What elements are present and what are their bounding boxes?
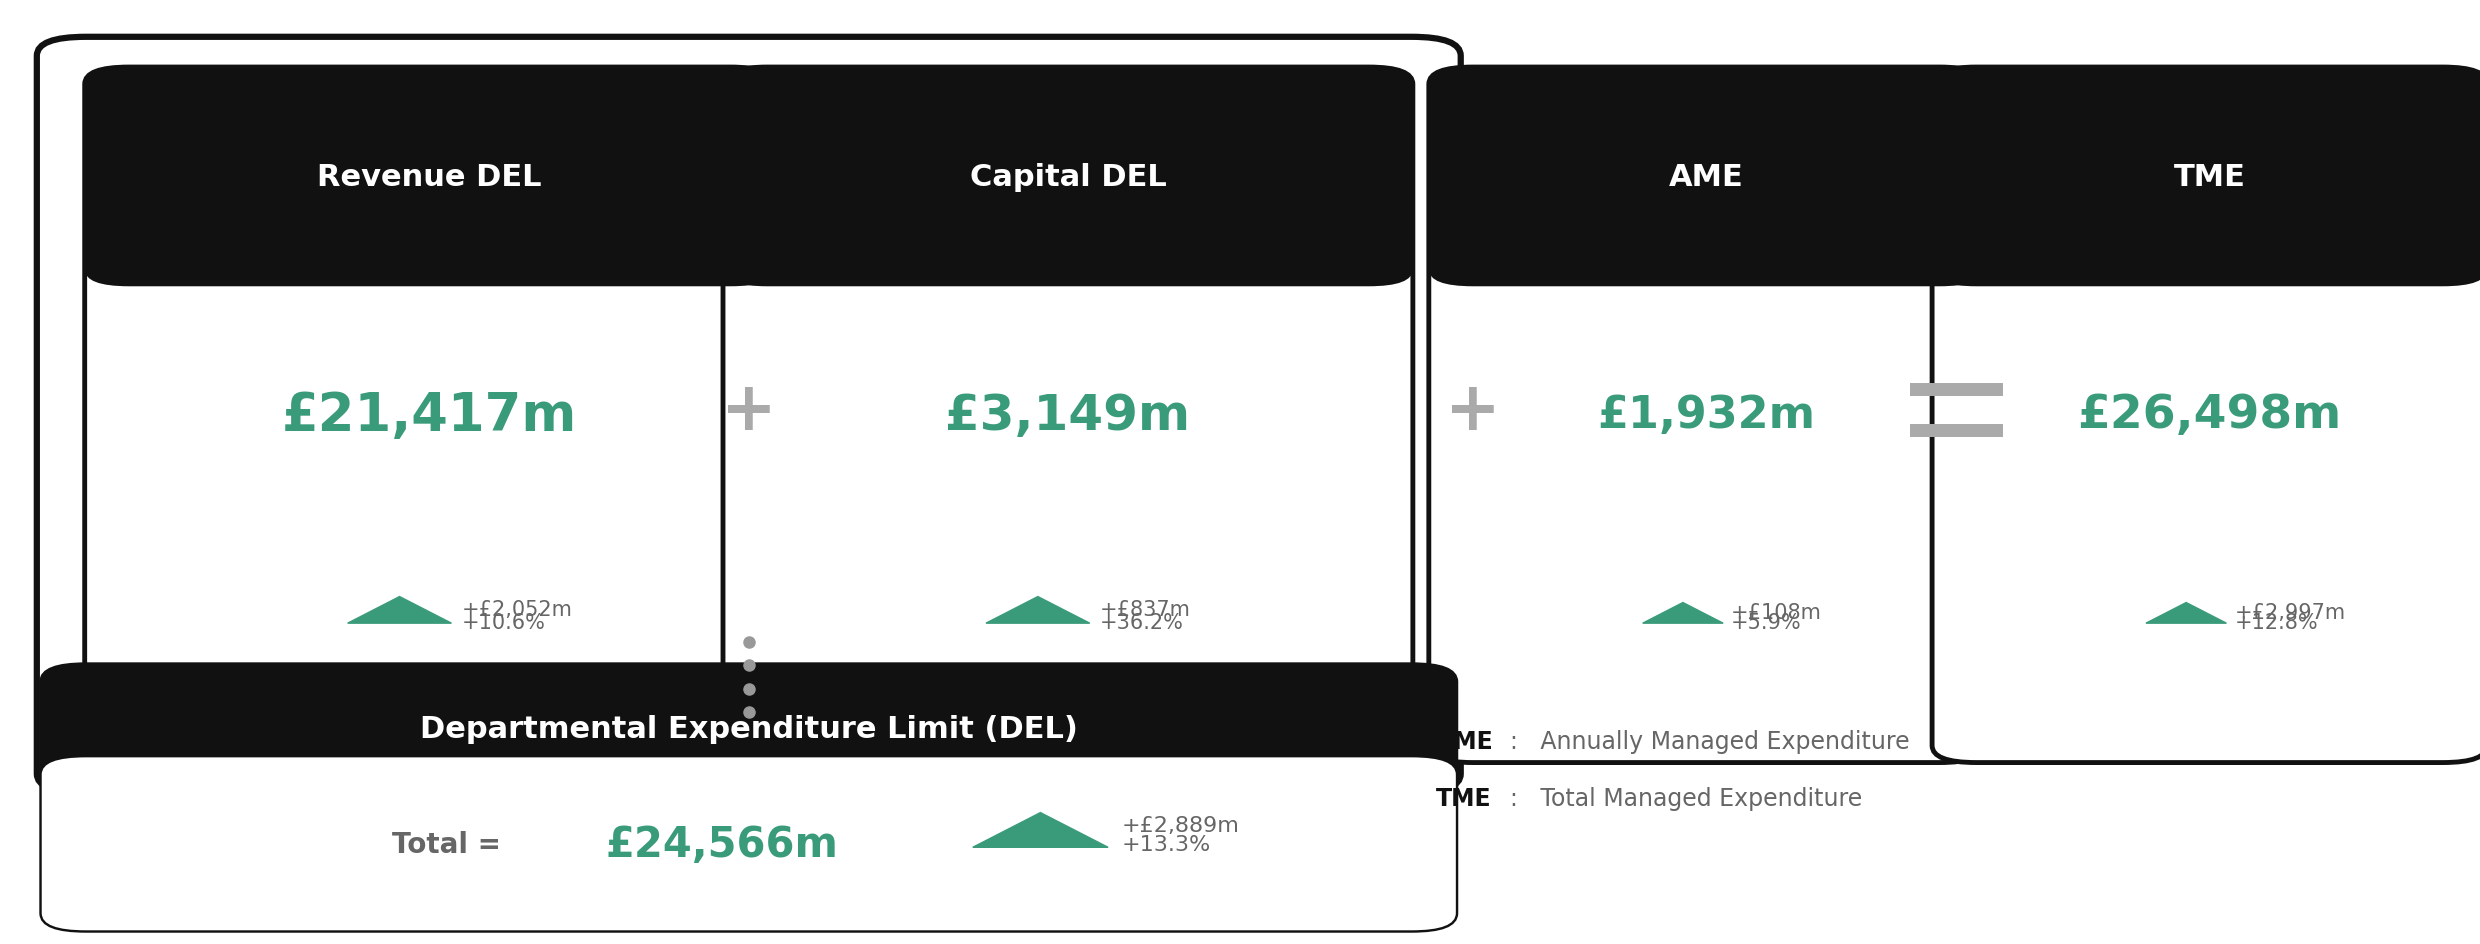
FancyBboxPatch shape xyxy=(1428,68,1984,287)
Bar xyxy=(129,177,732,270)
Text: +£837m: +£837m xyxy=(1101,598,1190,619)
Text: £26,498m: £26,498m xyxy=(2078,393,2341,438)
Text: +5.9%: +5.9% xyxy=(1731,613,1803,632)
Text: Capital DEL: Capital DEL xyxy=(970,163,1166,192)
Text: +£2,997m: +£2,997m xyxy=(2234,602,2346,622)
FancyBboxPatch shape xyxy=(84,68,774,763)
Text: AME: AME xyxy=(1669,163,1743,192)
FancyBboxPatch shape xyxy=(724,68,1414,287)
Text: +: + xyxy=(1446,378,1500,444)
Text: TME: TME xyxy=(2172,163,2244,192)
FancyBboxPatch shape xyxy=(1428,68,1984,763)
Text: +£2,052m: +£2,052m xyxy=(461,598,573,619)
Text: +13.3%: +13.3% xyxy=(1121,834,1210,854)
Text: £24,566m: £24,566m xyxy=(605,823,838,865)
Bar xyxy=(87,767,1411,808)
Text: :   Annually Managed Expenditure: : Annually Managed Expenditure xyxy=(1510,729,1910,753)
Text: :   Total Managed Expenditure: : Total Managed Expenditure xyxy=(1510,785,1862,810)
Text: £1,932m: £1,932m xyxy=(1597,394,1815,437)
Text: Revenue DEL: Revenue DEL xyxy=(317,163,541,192)
Text: £3,149m: £3,149m xyxy=(945,392,1190,439)
Bar xyxy=(1473,177,1939,270)
Polygon shape xyxy=(987,597,1089,623)
Polygon shape xyxy=(347,597,451,623)
FancyBboxPatch shape xyxy=(1932,68,2480,763)
Text: £21,417m: £21,417m xyxy=(283,389,578,442)
Bar xyxy=(1910,383,2004,396)
Text: +10.6%: +10.6% xyxy=(461,613,546,632)
Text: Departmental Expenditure Limit (DEL): Departmental Expenditure Limit (DEL) xyxy=(419,714,1079,743)
Text: +£2,889m: +£2,889m xyxy=(1121,815,1240,834)
Bar xyxy=(766,177,1369,270)
Polygon shape xyxy=(1642,603,1724,623)
Polygon shape xyxy=(972,813,1109,848)
Polygon shape xyxy=(2145,603,2227,623)
Text: +£108m: +£108m xyxy=(1731,602,1823,622)
FancyBboxPatch shape xyxy=(42,757,1456,931)
Bar xyxy=(1977,177,2443,270)
FancyBboxPatch shape xyxy=(724,68,1414,763)
Bar xyxy=(1910,425,2004,438)
Text: +12.8%: +12.8% xyxy=(2234,613,2319,632)
FancyBboxPatch shape xyxy=(84,68,774,287)
Text: Total =: Total = xyxy=(392,830,511,858)
FancyBboxPatch shape xyxy=(1932,68,2480,287)
FancyBboxPatch shape xyxy=(42,665,1456,931)
Text: +: + xyxy=(722,378,776,444)
Text: TME: TME xyxy=(1436,785,1493,810)
Text: AME: AME xyxy=(1436,729,1493,753)
Text: +36.2%: +36.2% xyxy=(1101,613,1183,632)
